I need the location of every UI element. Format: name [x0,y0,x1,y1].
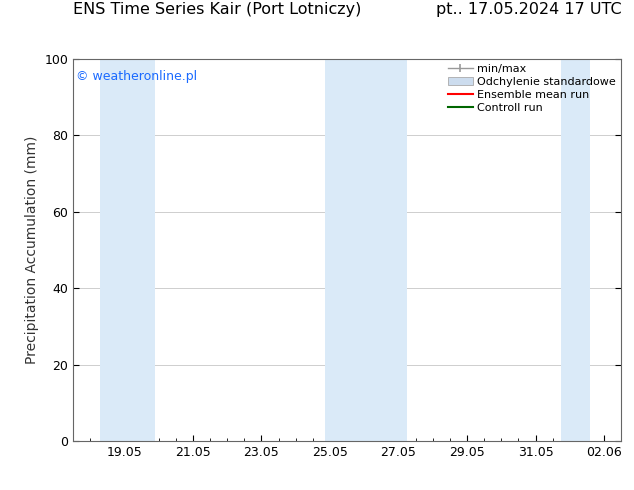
Bar [561,59,590,441]
Text: © weatheronline.pl: © weatheronline.pl [75,70,197,83]
Legend: min/max, Odchylenie standardowe, Ensemble mean run, Controll run: min/max, Odchylenie standardowe, Ensembl… [446,62,618,115]
Bar [325,59,407,441]
Bar [100,59,155,441]
Text: pt.. 17.05.2024 17 UTC: pt.. 17.05.2024 17 UTC [436,2,621,17]
Text: ENS Time Series Kair (Port Lotniczy): ENS Time Series Kair (Port Lotniczy) [73,2,361,17]
Y-axis label: Precipitation Accumulation (mm): Precipitation Accumulation (mm) [25,136,39,364]
